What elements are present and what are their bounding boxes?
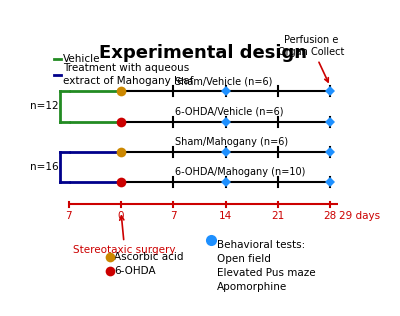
Text: Vehicle: Vehicle (63, 54, 100, 64)
Text: 7: 7 (170, 211, 176, 221)
Text: Sham/Vehicle (n=6): Sham/Vehicle (n=6) (176, 76, 273, 86)
Text: Perfusion e
Organ Collect: Perfusion e Organ Collect (278, 35, 345, 82)
Text: Behavioral tests:
Open field
Elevated Pus maze
Apomorphine: Behavioral tests: Open field Elevated Pu… (216, 240, 315, 292)
Text: 6-OHDA/Mahogany (n=10): 6-OHDA/Mahogany (n=10) (176, 167, 306, 178)
Text: Treatment with aqueous
extract of Mahogany leaf: Treatment with aqueous extract of Mahoga… (63, 63, 193, 86)
Text: 14: 14 (219, 211, 232, 221)
Text: Experimental design: Experimental design (99, 44, 307, 62)
Text: 21: 21 (271, 211, 284, 221)
Text: Stereotaxic surgery: Stereotaxic surgery (74, 216, 176, 255)
Text: 6-OHDA/Vehicle (n=6): 6-OHDA/Vehicle (n=6) (176, 106, 284, 117)
Text: 29 days: 29 days (339, 211, 380, 221)
Text: Ascorbic acid: Ascorbic acid (114, 252, 183, 262)
Text: 6-OHDA: 6-OHDA (114, 266, 156, 276)
Text: 7: 7 (65, 211, 72, 221)
Text: Sham/Mahogany (n=6): Sham/Mahogany (n=6) (176, 137, 289, 147)
Text: n=12: n=12 (30, 101, 58, 111)
Text: 0: 0 (118, 211, 124, 221)
Text: n=16: n=16 (30, 162, 58, 172)
Text: 28: 28 (324, 211, 337, 221)
